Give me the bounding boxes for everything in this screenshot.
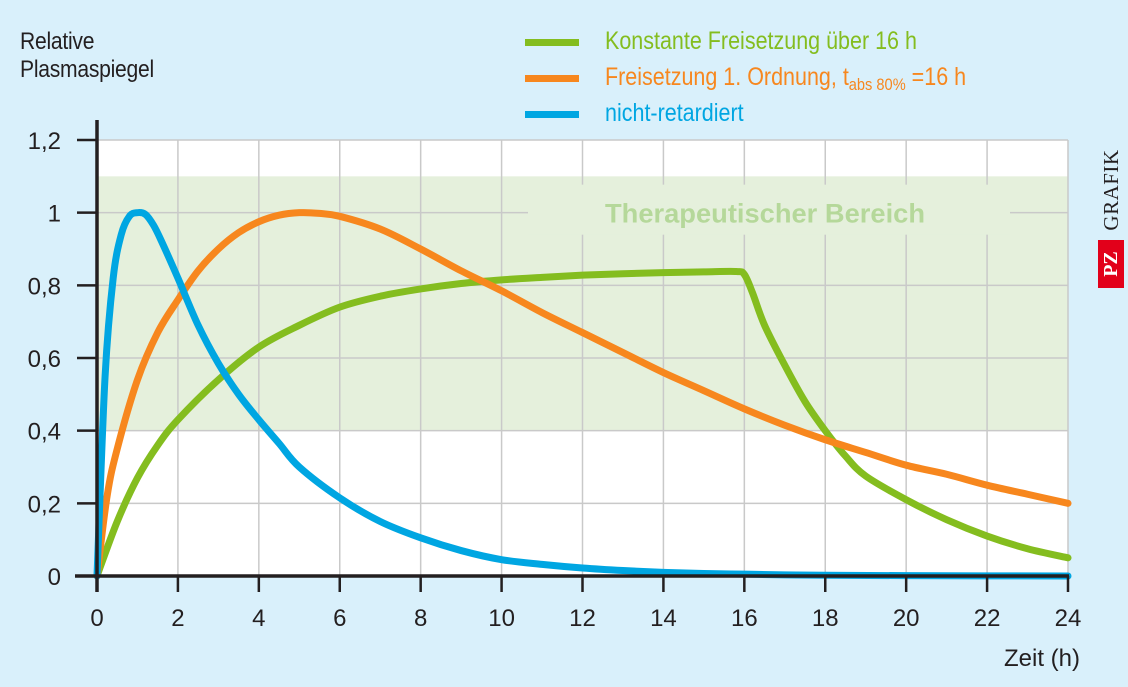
legend-label-immediate-release: nicht-retardiert [605, 99, 744, 127]
x-tick-label: 22 [974, 605, 1001, 632]
legend-swatch-orange [525, 75, 579, 82]
y-tick-label: 0,6 [28, 346, 61, 373]
y-axis-title-line2: Plasmaspiegel [20, 56, 154, 83]
x-tick-label: 4 [252, 605, 265, 632]
therapeutic-range-label: Therapeutischer Bereich [605, 199, 925, 229]
therapeutic-range-label-backdrop [528, 184, 1010, 235]
brand-grafik-label: GRAFIK [1099, 149, 1123, 231]
x-tick-label: 10 [488, 605, 515, 632]
y-tick-label: 1 [48, 201, 61, 228]
y-tick-label: 0,4 [28, 419, 61, 446]
x-tick-label: 18 [812, 605, 839, 632]
series-line-constant-release [93, 267, 1072, 580]
y-tick-label: 0 [48, 564, 61, 591]
pz-logo-block [1098, 240, 1124, 288]
legend-swatch-blue [525, 111, 579, 118]
series-line-first-order-release [93, 209, 1072, 580]
x-tick-label: 24 [1055, 605, 1082, 632]
x-tick-label: 0 [90, 605, 103, 632]
legend-label-first-order-subscript: abs 80% [848, 75, 906, 94]
pz-logo-text: PZ [1100, 251, 1122, 277]
y-tick-label: 0,2 [28, 491, 61, 518]
x-tick-label: 8 [414, 605, 427, 632]
x-tick-label: 2 [171, 605, 184, 632]
x-axis-label: Zeit (h) [1004, 645, 1080, 672]
x-tick-label: 16 [731, 605, 758, 632]
y-axis-title: Relative Plasmaspiegel [20, 28, 154, 84]
pz-grafik-brand: GRAFIK PZ [1098, 140, 1124, 288]
x-tick-label: 12 [569, 605, 596, 632]
legend-label-constant-release: Konstante Freisetzung über 16 h [605, 27, 917, 55]
legend-label-first-order-end: =16 h [905, 63, 967, 91]
y-tick-label: 1,2 [28, 128, 61, 155]
legend-label-first-order-release: Freisetzung 1. Ordnung, tabs 80% =16 h [605, 62, 966, 100]
series-line-immediate-release [93, 209, 1072, 580]
x-tick-label: 6 [333, 605, 346, 632]
legend-label-first-order-main: Freisetzung 1. Ordnung, t [605, 63, 849, 91]
x-tick-label: 14 [650, 605, 677, 632]
x-tick-label: 20 [893, 605, 920, 632]
y-axis-title-line1: Relative [20, 28, 95, 55]
y-tick-label: 0,8 [28, 273, 61, 300]
legend-swatch-green [525, 39, 579, 46]
